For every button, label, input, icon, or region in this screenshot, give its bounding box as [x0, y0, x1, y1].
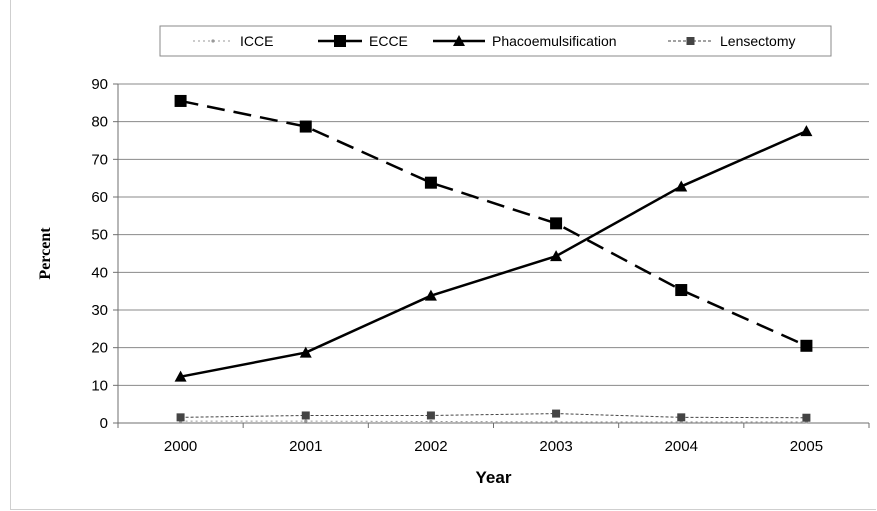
legend-label: Phacoemulsification: [492, 33, 617, 49]
x-tick-label: 2000: [164, 438, 197, 455]
data-point: [299, 346, 312, 358]
legend-marker: [334, 35, 346, 47]
x-tick-label: 2002: [414, 438, 447, 455]
x-axis-title: Year: [476, 468, 512, 487]
y-tick-label: 10: [91, 377, 108, 394]
y-tick-label: 90: [91, 76, 108, 93]
x-tick-label: 2004: [665, 438, 698, 455]
gridlines: [118, 83, 869, 386]
data-point: [677, 413, 686, 422]
series-line: [180, 129, 807, 378]
data-point: [426, 411, 435, 420]
series-line: [180, 99, 807, 347]
series-group: [174, 94, 813, 424]
data-point: [174, 94, 187, 107]
data-point: [424, 176, 437, 189]
legend-label: ICCE: [240, 33, 273, 49]
legend-marker: [686, 37, 695, 45]
data-point: [552, 409, 561, 418]
chart-frame: [10, 0, 876, 510]
y-tick-label: 0: [100, 415, 108, 432]
y-tick-label: 60: [91, 189, 108, 206]
legend-label: ECCE: [369, 33, 408, 49]
legend-item: ECCE: [318, 33, 408, 49]
data-point: [800, 339, 813, 352]
series-ecce: [174, 94, 813, 352]
y-axis-title: Percent: [37, 227, 54, 280]
data-point: [299, 120, 312, 133]
data-point: [424, 289, 437, 301]
legend-item: ICCE: [193, 33, 273, 49]
y-tick-label: 80: [91, 114, 108, 131]
data-point: [800, 125, 813, 137]
y-tick-labels: 0 10 20 30 40 50 60 70 80 90: [91, 76, 108, 432]
y-tick-label: 30: [91, 302, 108, 319]
data-point: [176, 413, 185, 422]
data-point: [550, 217, 563, 230]
series-line: [180, 420, 807, 423]
data-point: [675, 284, 688, 297]
data-point: [301, 411, 310, 420]
data-point: [174, 370, 187, 382]
legend-label: Lensectomy: [720, 33, 795, 49]
y-tick-label: 50: [91, 227, 108, 244]
x-tick-label: 2001: [289, 438, 322, 455]
series-line: [180, 413, 807, 419]
legend-marker: [453, 35, 465, 46]
data-point: [554, 420, 558, 424]
x-tick-labels: 2000 2001 2002 2003 2004 2005: [164, 438, 823, 455]
data-point: [304, 419, 308, 423]
series-lensectomy: [176, 409, 811, 422]
data-point: [550, 250, 563, 262]
legend-box: [159, 25, 832, 57]
legend-item: Phacoemulsification: [433, 33, 617, 49]
y-tick-label: 70: [91, 151, 108, 168]
legend: ICCE ECCE Phacoemulsification Lensectomy: [159, 25, 832, 57]
y-tick-label: 40: [91, 264, 108, 281]
data-point: [675, 180, 688, 192]
x-tick-label: 2005: [790, 438, 823, 455]
y-tick-label: 20: [91, 340, 108, 357]
data-point: [802, 413, 811, 422]
x-tick-label: 2003: [539, 438, 572, 455]
axes: [113, 83, 870, 428]
legend-marker: [211, 39, 215, 43]
data-point: [429, 419, 433, 424]
series-phacoemulsification: [174, 125, 813, 382]
legend-item: Lensectomy: [668, 33, 795, 49]
